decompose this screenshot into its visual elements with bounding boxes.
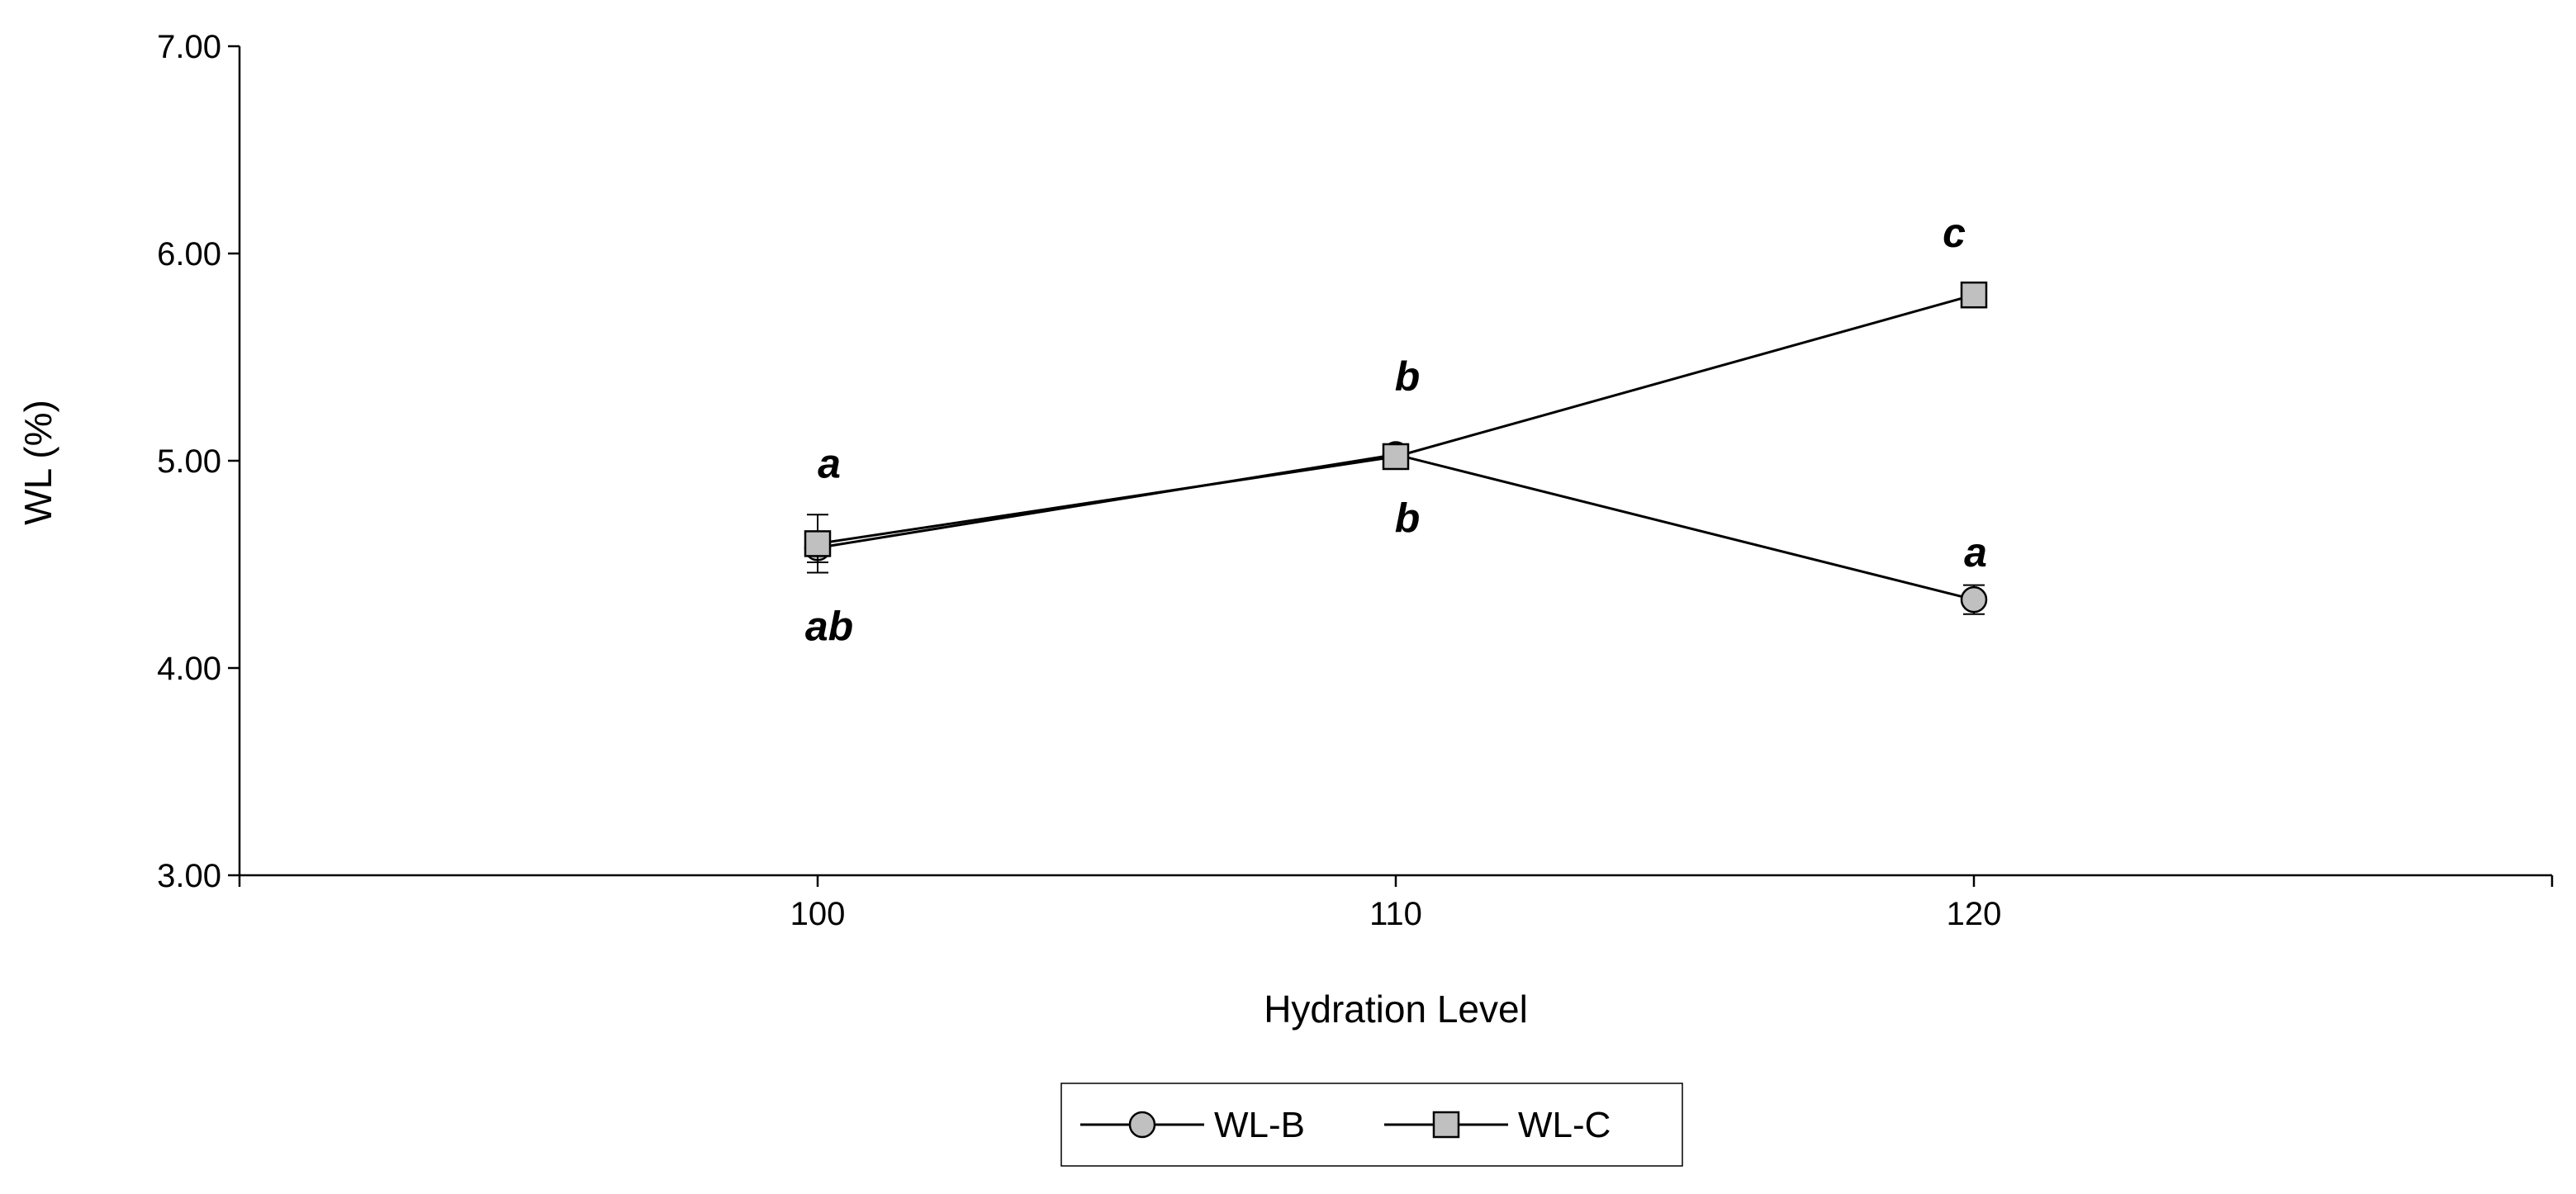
- legend-item-wl-b: WL-B: [1080, 1105, 1305, 1145]
- significance-letter: c: [1943, 210, 1966, 256]
- significance-letter: b: [1395, 353, 1421, 400]
- legend-label: WL-C: [1518, 1105, 1611, 1145]
- significance-letter: a: [818, 440, 841, 486]
- x-tick-label: 110: [1369, 896, 1422, 932]
- significance-letter: a: [1964, 529, 1987, 576]
- data-point-wl-b: [1960, 585, 1988, 614]
- series-wl-c: [804, 281, 1988, 574]
- data-point-wl-c: [1382, 443, 1410, 471]
- x-ticks: 100 110 120: [238, 875, 2554, 932]
- y-ticks: 3.00 4.00 5.00 6.00 7.00: [157, 29, 240, 894]
- y-tick-label: 7.00: [157, 29, 221, 65]
- legend-label: WL-B: [1214, 1105, 1305, 1145]
- legend-marker: [1128, 1111, 1156, 1139]
- legend-marker: [1432, 1111, 1460, 1139]
- significance-letter: ab: [805, 603, 853, 649]
- y-tick-label: 4.00: [157, 651, 221, 687]
- x-tick-label: 120: [1947, 896, 2002, 932]
- x-tick-label: 100: [790, 896, 846, 932]
- data-point-wl-c: [804, 530, 832, 557]
- y-tick-label: 3.00: [157, 858, 221, 894]
- y-tick-label: 6.00: [157, 236, 221, 272]
- y-axis-title: WL (%): [17, 400, 59, 525]
- data-point-wl-c: [1960, 281, 1988, 309]
- x-axis-title: Hydration Level: [1264, 988, 1528, 1031]
- legend-item-wl-c: WL-C: [1384, 1105, 1611, 1145]
- legend-items: WL-B WL-C: [1080, 1105, 1611, 1145]
- legend: WL-B WL-C: [1060, 1083, 1683, 1167]
- y-tick-label: 5.00: [157, 443, 221, 480]
- series-plot: [804, 281, 1988, 615]
- significance-letter: b: [1395, 495, 1421, 541]
